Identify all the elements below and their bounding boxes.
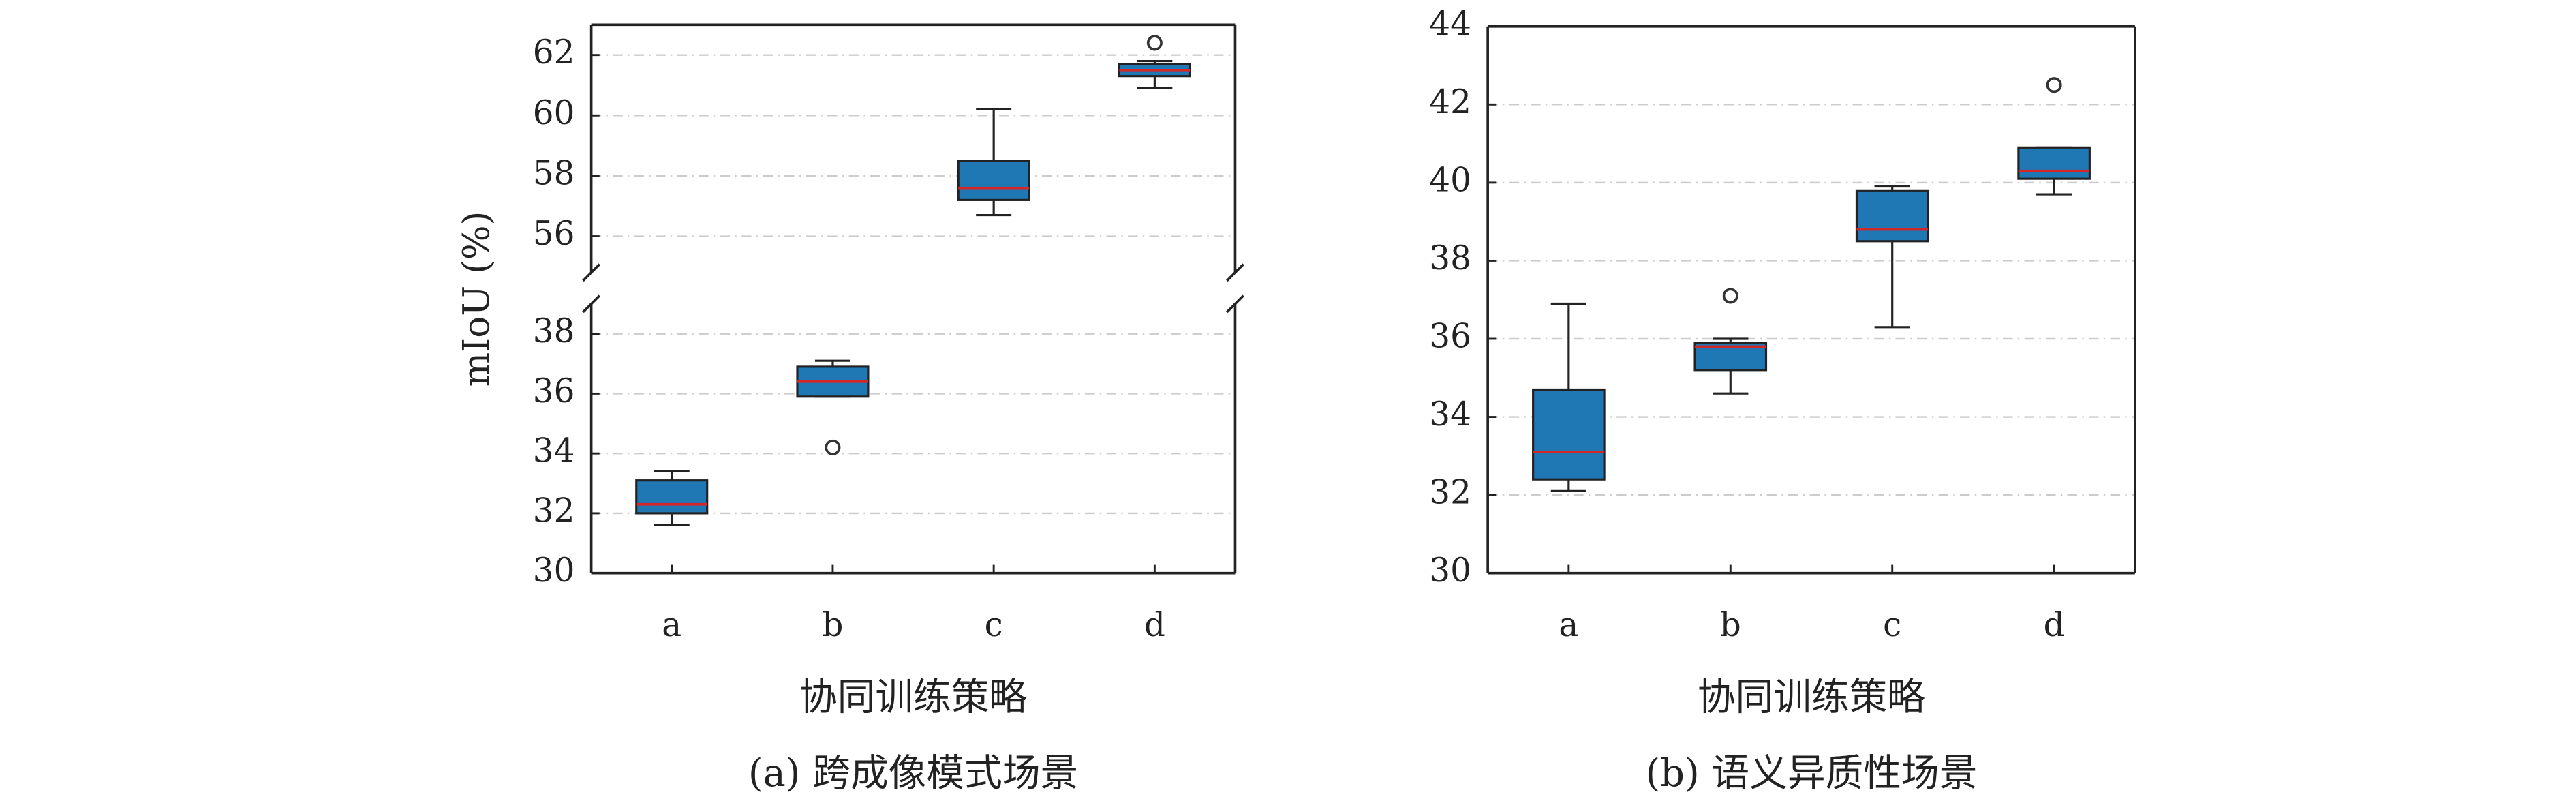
box [1532, 388, 1606, 481]
y-tick-label: 38 [1429, 239, 1471, 277]
y-tick-label: 30 [533, 551, 575, 590]
outlier [1146, 35, 1163, 51]
box [635, 479, 709, 515]
y-tick-label: 32 [1429, 474, 1471, 512]
x-tick-label: c [1883, 606, 1901, 644]
y-tick-label: 62 [533, 33, 575, 72]
axis-break [1226, 263, 1244, 282]
box [1855, 189, 1929, 243]
y-tick-label: 60 [533, 94, 575, 132]
outlier [825, 439, 841, 455]
y-tick-label: 40 [1429, 161, 1471, 199]
y-tick-label: 30 [1429, 551, 1471, 590]
y-tick-label: 58 [533, 154, 575, 192]
y-tick-label: 34 [533, 432, 575, 470]
x-axis-label: 协同训练策略 [1698, 676, 1925, 720]
x-tick-label: b [1720, 606, 1741, 644]
axis-break [582, 263, 601, 282]
box [957, 160, 1030, 201]
y-tick-label: 32 [533, 492, 575, 530]
y-tick-label: 36 [533, 372, 575, 410]
y-tick-label: 34 [1429, 395, 1471, 434]
axis-break [1226, 294, 1244, 314]
outlier [2046, 77, 2062, 93]
x-tick-label: d [1144, 606, 1165, 644]
y-tick-label: 36 [1429, 317, 1471, 355]
caption: (a) 跨成像模式场景 [748, 751, 1078, 796]
x-axis-label: 协同训练策略 [799, 676, 1027, 720]
x-tick-label: b [822, 606, 843, 644]
x-tick-label: a [662, 606, 681, 644]
x-tick-label: d [2044, 606, 2065, 644]
y-tick-label: 38 [533, 312, 575, 350]
x-tick-label: a [1559, 606, 1578, 644]
caption: (b) 语义异质性场景 [1646, 751, 1978, 796]
axis-break [582, 294, 601, 314]
outlier [1722, 288, 1738, 304]
y-tick-label: 42 [1429, 83, 1471, 121]
x-tick-label: c [985, 606, 1003, 644]
y-tick-label: 44 [1429, 5, 1471, 43]
y-axis-label: mIoU (%) [455, 211, 497, 387]
y-tick-label: 56 [533, 215, 575, 253]
box [2017, 146, 2091, 180]
